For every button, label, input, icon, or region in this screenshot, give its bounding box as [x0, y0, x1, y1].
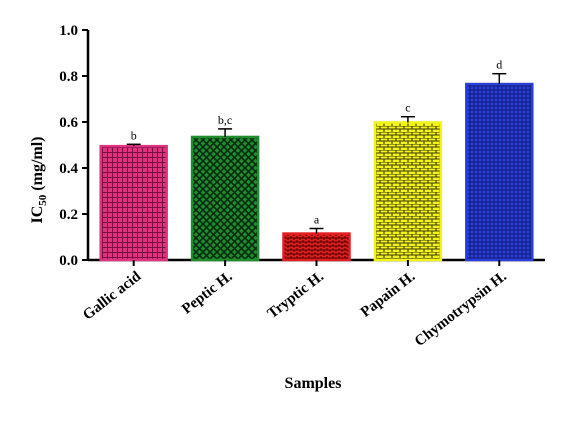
y-tick-label: 0.8	[59, 69, 78, 85]
significance-letter: b	[131, 128, 137, 142]
x-axis-title: Samples	[285, 375, 342, 392]
y-tick-label: 0.0	[59, 253, 78, 269]
y-tick-label: 1.0	[59, 23, 78, 39]
significance-letter: a	[314, 212, 320, 226]
x-tick-label: Gallic acid	[80, 268, 145, 323]
plot-area: 0.0 0.2 0.4 0.6 0.8 1.0 b Gallic acid b,c Peptic …	[59, 23, 545, 350]
bar	[190, 135, 260, 262]
y-tick-label: 0.6	[59, 115, 78, 131]
significance-letter: c	[405, 101, 410, 115]
x-tick-label: Papain H.	[358, 268, 419, 320]
x-tick-label: Peptic H.	[179, 268, 236, 317]
bar	[99, 144, 168, 262]
x-tick-label: Tryptic H.	[265, 268, 327, 322]
bar	[282, 232, 351, 262]
bar	[373, 121, 443, 262]
significance-letter: d	[496, 58, 502, 72]
x-tick-label: Chymotrypsin H.	[412, 268, 510, 350]
y-tick-label: 0.2	[59, 207, 78, 223]
y-axis-title: IC50 (mg/ml)	[29, 137, 49, 224]
significance-letter: b,c	[218, 113, 232, 127]
bar	[465, 82, 534, 262]
y-tick-label: 0.4	[59, 161, 78, 177]
